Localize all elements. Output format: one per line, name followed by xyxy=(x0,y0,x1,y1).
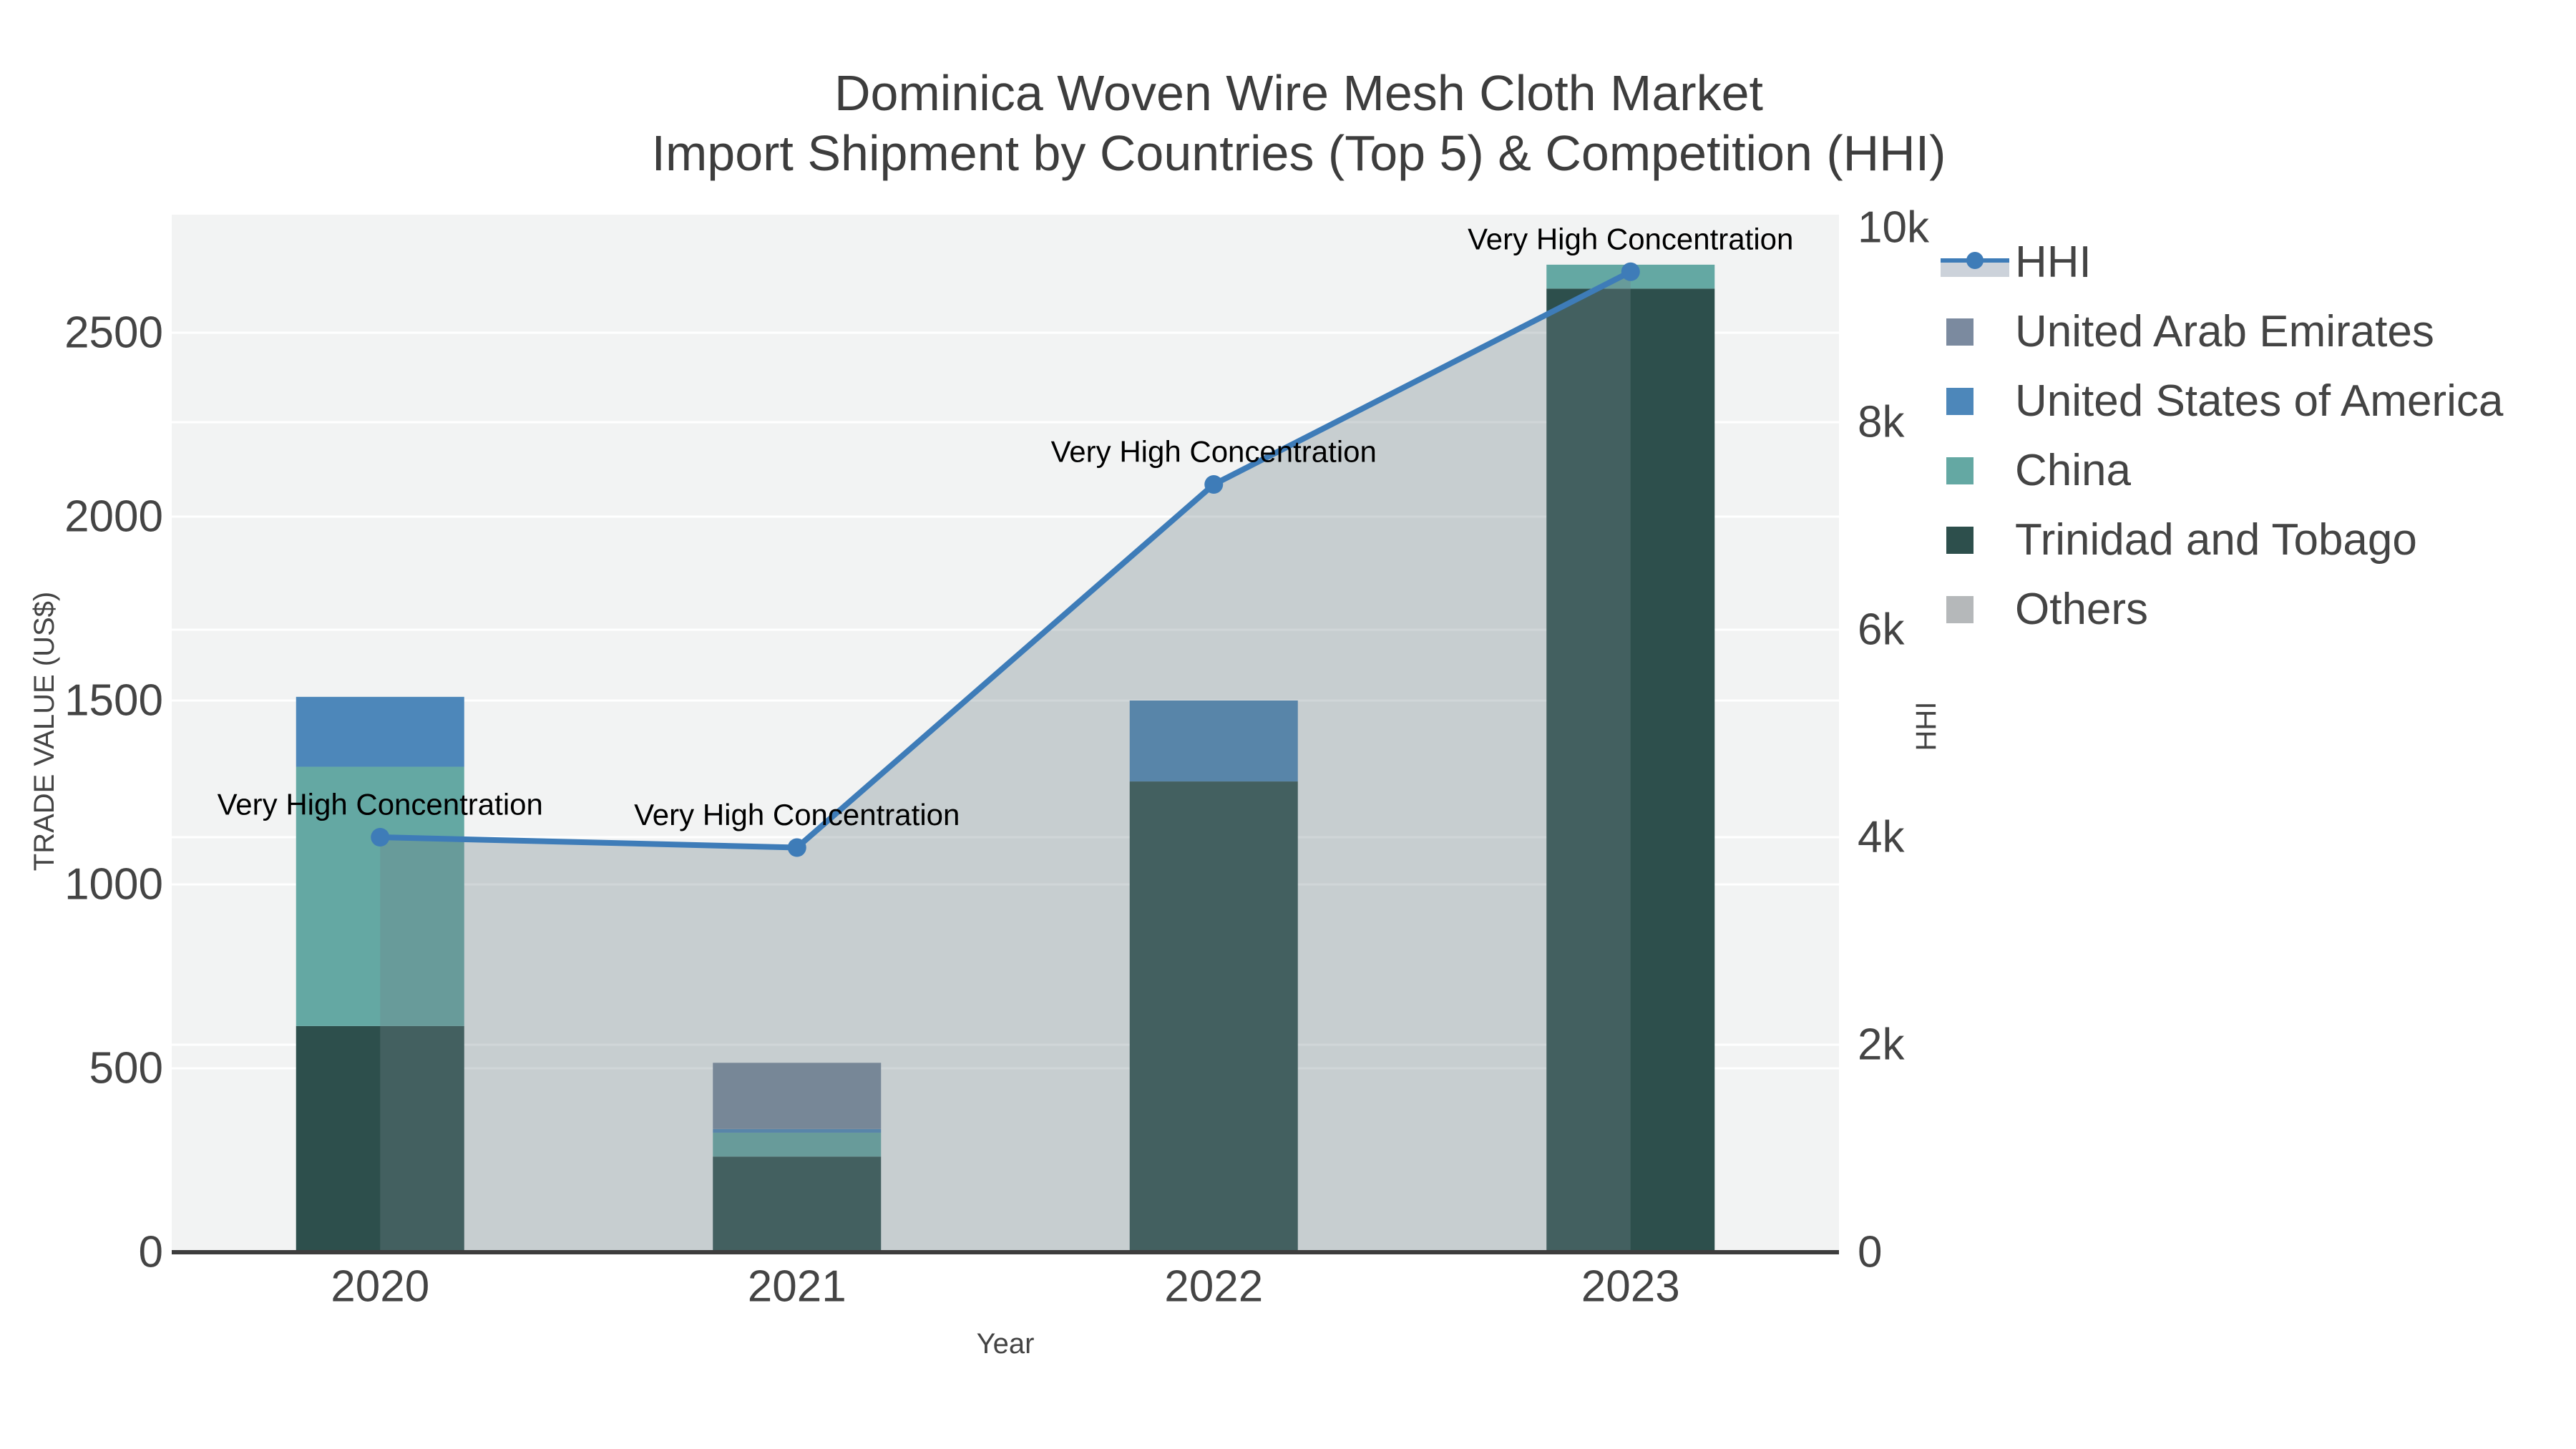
legend-color-square xyxy=(1946,387,1974,415)
annotation-2023: Very High Concentration xyxy=(1468,222,1793,255)
annotation-2022: Very High Concentration xyxy=(1051,435,1377,469)
bar-segment-united-states-of-america-2021[interactable] xyxy=(713,1128,882,1133)
bar-segment-united-states-of-america-2020[interactable] xyxy=(296,696,464,767)
legend-label: HHI xyxy=(2015,238,2092,287)
bar-segment-trinidad-and-tobago-2021[interactable] xyxy=(713,1156,882,1252)
legend-label: China xyxy=(2015,446,2131,495)
chart-title: Dominica Woven Wire Mesh Cloth Market Im… xyxy=(652,63,1946,183)
y-tick-label-0: 0 xyxy=(139,1228,163,1277)
y-tick-label-1500: 1500 xyxy=(64,675,163,725)
legend-swatch-icon xyxy=(1941,380,2012,423)
legend-label: Trinidad and Tobago xyxy=(2015,515,2417,565)
y2-tick-label-8k: 8k xyxy=(1858,398,1905,447)
legend-item-united-states-of-america[interactable]: United States of America xyxy=(1941,366,2503,436)
hhi-line[interactable] xyxy=(380,269,1632,851)
y2-tick-label-6k: 6k xyxy=(1858,605,1905,655)
hhi-point-2021[interactable] xyxy=(787,838,806,857)
bar-segment-china-2021[interactable] xyxy=(713,1132,882,1157)
y2-tick-label-2k: 2k xyxy=(1858,1020,1905,1070)
annotation-2020: Very High Concentration xyxy=(218,788,543,821)
hhi-point-2022[interactable] xyxy=(1204,475,1224,494)
bar-segment-united-states-of-america-2022[interactable] xyxy=(1129,700,1298,782)
y-tick-label-2500: 2500 xyxy=(64,308,163,357)
hhi-point-2023[interactable] xyxy=(1621,262,1640,281)
legend-color-square xyxy=(1946,595,1974,623)
x-tick-label-2023: 2023 xyxy=(1581,1262,1680,1312)
y2-tick-label-0: 0 xyxy=(1858,1228,1882,1277)
hhi-point-2020[interactable] xyxy=(371,828,390,847)
bar-segment-trinidad-and-tobago-2023[interactable] xyxy=(1546,288,1715,1252)
legend-color-square xyxy=(1946,457,1974,484)
x-tick-label-2022: 2022 xyxy=(1164,1262,1263,1312)
x-tick-label-2021: 2021 xyxy=(748,1262,847,1312)
bar-segment-china-2020[interactable] xyxy=(296,766,464,1026)
legend-swatch-icon xyxy=(1941,588,2012,631)
bar-segment-trinidad-and-tobago-2022[interactable] xyxy=(1129,781,1298,1252)
y-tick-label-500: 500 xyxy=(89,1043,163,1093)
legend: HHI United Arab Emirates United States of … xyxy=(1941,228,2503,644)
legend-dot xyxy=(1966,251,1984,269)
legend-label: United States of America xyxy=(2015,376,2504,426)
chart-title-line2: Import Shipment by Countries (Top 5) & C… xyxy=(651,125,1946,181)
legend-item-others[interactable]: Others xyxy=(1941,575,2503,644)
hhi-area[interactable] xyxy=(380,271,1631,1252)
chart-title-line1: Dominica Woven Wire Mesh Cloth Market xyxy=(834,65,1763,121)
legend-label: Others xyxy=(2015,585,2149,634)
legend-color-square xyxy=(1946,526,1974,554)
y-axis-title: TRADE VALUE (US$) xyxy=(29,592,60,871)
y-tick-label-2000: 2000 xyxy=(64,492,163,541)
legend-item-trinidad-and-tobago[interactable]: Trinidad and Tobago xyxy=(1941,505,2503,575)
legend-item-hhi[interactable]: HHI xyxy=(1941,228,2503,297)
legend-label: United Arab Emirates xyxy=(2015,307,2434,356)
bar-segment-united-arab-emirates-2021[interactable] xyxy=(713,1063,882,1129)
y-tick-label-1000: 1000 xyxy=(64,859,163,909)
legend-line-marker-icon xyxy=(1941,241,2012,284)
legend-item-china[interactable]: China xyxy=(1941,436,2503,505)
legend-color-square xyxy=(1946,318,1974,346)
legend-swatch-icon xyxy=(1941,449,2012,492)
x-tick-label-2020: 2020 xyxy=(331,1262,429,1312)
legend-swatch-icon xyxy=(1941,519,2012,562)
legend-item-united-arab-emirates[interactable]: United Arab Emirates xyxy=(1941,297,2503,366)
annotation-2021: Very High Concentration xyxy=(634,798,960,831)
y2-axis-title: HHI xyxy=(1911,702,1942,751)
legend-swatch-icon xyxy=(1941,311,2012,353)
y2-tick-label-4k: 4k xyxy=(1858,813,1905,862)
x-axis-title: Year xyxy=(977,1328,1035,1360)
bar-segment-trinidad-and-tobago-2020[interactable] xyxy=(296,1025,464,1252)
y2-tick-label-10k: 10k xyxy=(1858,203,1930,253)
